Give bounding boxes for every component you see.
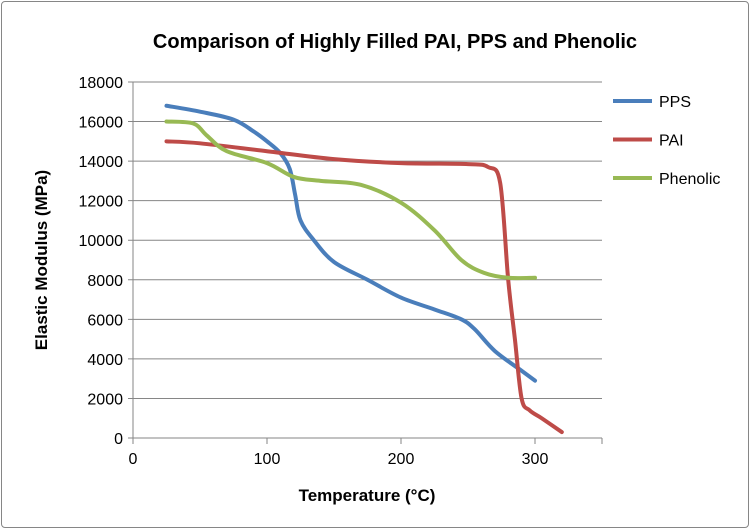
series-line-phenolic — [164, 119, 537, 281]
x-tick-label: 200 — [388, 451, 415, 468]
y-tick-label: 16000 — [79, 115, 124, 132]
legend-label: PPS — [659, 94, 691, 111]
series-line-pps — [164, 103, 537, 383]
y-tick-label: 14000 — [79, 154, 124, 171]
x-tick-label: 0 — [129, 451, 138, 468]
legend-label: PAI — [659, 133, 684, 150]
x-axis-label: Temperature (°C) — [299, 486, 436, 505]
y-axis-label: Elastic Modulus (MPa) — [32, 170, 51, 350]
y-tick-label: 2000 — [87, 391, 123, 408]
legend-label: Phenolic — [659, 171, 720, 188]
y-tick-label: 10000 — [79, 233, 124, 250]
y-tick-label: 6000 — [87, 312, 123, 329]
y-tick-label: 12000 — [79, 194, 124, 211]
x-tick-label: 100 — [254, 451, 281, 468]
x-tick-label: 300 — [522, 451, 549, 468]
y-tick-label: 4000 — [87, 352, 123, 369]
y-tick-label: 8000 — [87, 273, 123, 290]
y-tick-label: 18000 — [79, 75, 124, 92]
y-tick-label: 0 — [114, 431, 123, 448]
chart-title: Comparison of Highly Filled PAI, PPS and… — [153, 31, 637, 53]
series-line-pai — [164, 139, 564, 435]
